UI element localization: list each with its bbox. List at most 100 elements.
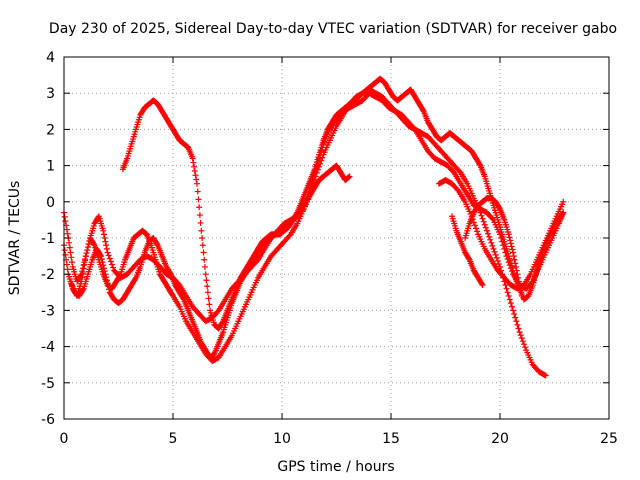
- data-point: [485, 230, 492, 237]
- y-axis-label: SDTVAR / TECUs: [7, 181, 23, 296]
- data-point: [79, 265, 86, 272]
- data-point: [104, 249, 111, 256]
- data-point: [515, 325, 522, 332]
- data-point: [103, 274, 110, 281]
- data-point: [479, 282, 486, 289]
- data-point: [503, 285, 510, 292]
- data-point: [205, 295, 212, 302]
- data-point: [517, 332, 524, 339]
- data-point: [62, 218, 69, 225]
- series-track-6: [462, 195, 525, 299]
- data-point: [522, 344, 529, 351]
- data-point: [78, 271, 85, 278]
- data-point: [495, 260, 502, 267]
- data-point: [560, 198, 567, 205]
- data-point: [83, 250, 90, 257]
- x-tick-label: 10: [273, 431, 291, 447]
- data-point: [541, 371, 548, 378]
- data-point: [67, 249, 74, 256]
- data-point: [476, 161, 483, 168]
- data-point: [201, 263, 208, 270]
- data-point: [169, 291, 176, 298]
- data-point: [62, 251, 69, 258]
- data-point: [132, 276, 139, 283]
- data-point: [345, 174, 352, 181]
- data-point: [505, 292, 512, 299]
- data-point: [108, 261, 115, 268]
- data-point: [101, 268, 108, 275]
- data-point: [61, 213, 68, 220]
- data-point: [100, 227, 107, 234]
- data-point: [82, 253, 89, 260]
- data-point: [514, 271, 521, 278]
- data-point: [520, 341, 527, 348]
- data-point: [518, 335, 525, 342]
- data-point: [77, 272, 84, 279]
- data-point: [478, 212, 485, 219]
- data-point: [190, 159, 197, 166]
- x-tick-label: 0: [60, 431, 69, 447]
- data-point: [471, 222, 478, 229]
- data-point: [199, 235, 206, 241]
- data-point: [103, 242, 110, 249]
- data-point: [105, 283, 112, 290]
- data-point: [507, 237, 514, 244]
- data-point: [480, 218, 487, 225]
- data-point: [191, 168, 198, 175]
- data-point: [507, 240, 514, 247]
- data-point: [514, 321, 521, 328]
- data-point: [214, 308, 221, 315]
- data-point: [68, 254, 75, 261]
- data-point: [493, 254, 500, 261]
- y-tick-label: -2: [41, 267, 55, 283]
- data-point: [98, 256, 105, 263]
- data-point: [542, 372, 549, 379]
- data-point: [196, 212, 203, 219]
- data-point: [86, 238, 93, 245]
- data-point: [64, 230, 71, 237]
- data-point: [197, 219, 204, 226]
- data-point: [317, 160, 324, 167]
- data-point: [81, 259, 88, 266]
- data-point: [100, 262, 107, 269]
- chart-title: Day 230 of 2025, Sidereal Day-to-day VTE…: [49, 21, 617, 37]
- data-point: [101, 235, 108, 241]
- data-point: [66, 239, 73, 246]
- x-tick-label: 25: [600, 431, 618, 447]
- data-point: [508, 303, 515, 310]
- data-point: [509, 246, 516, 253]
- data-point: [482, 224, 489, 231]
- data-point: [204, 283, 211, 290]
- data-point: [502, 282, 509, 289]
- data-point: [560, 209, 567, 216]
- grid: [64, 57, 609, 419]
- series-track-4: [67, 162, 353, 361]
- data-point: [201, 256, 208, 263]
- data-point: [193, 176, 200, 183]
- data-point: [286, 232, 293, 239]
- x-tick-label: 5: [169, 431, 178, 447]
- data-point: [513, 267, 520, 274]
- y-tick-label: 4: [46, 50, 55, 66]
- data-point: [492, 251, 499, 258]
- data-point: [203, 277, 210, 284]
- data-point: [490, 245, 497, 252]
- data-points: [61, 75, 567, 379]
- data-point: [517, 285, 524, 292]
- data-point: [486, 233, 493, 240]
- data-point: [64, 266, 71, 273]
- data-point: [199, 242, 206, 249]
- data-point: [63, 226, 70, 233]
- data-point: [516, 329, 523, 336]
- y-tick-label: 3: [46, 86, 55, 102]
- data-point: [98, 253, 105, 260]
- data-point: [202, 271, 209, 278]
- data-point: [314, 166, 321, 173]
- series-track-1: [61, 90, 567, 365]
- data-point: [66, 244, 73, 251]
- y-tick-label: -6: [41, 412, 55, 428]
- data-point: [104, 280, 111, 287]
- data-point: [506, 296, 513, 303]
- data-point: [103, 277, 110, 284]
